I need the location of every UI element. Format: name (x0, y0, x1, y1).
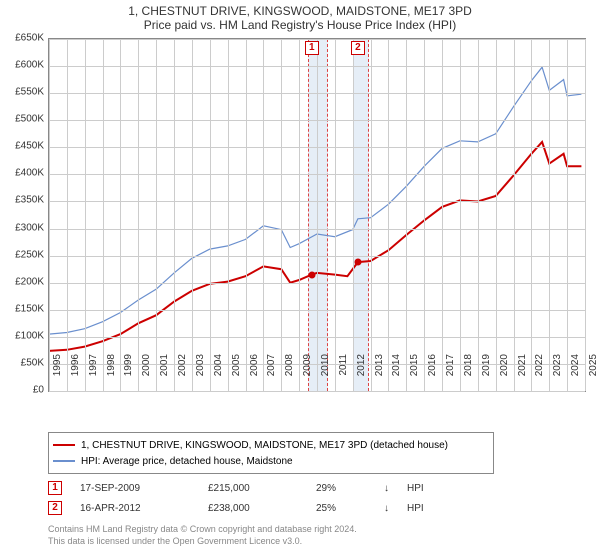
attribution-footer: Contains HM Land Registry data © Crown c… (48, 524, 357, 547)
legend-swatch-hpi (53, 460, 75, 461)
x-tick: 2001 (159, 354, 170, 394)
legend-row-property: 1, CHESTNUT DRIVE, KINGSWOOD, MAIDSTONE,… (53, 437, 489, 453)
x-tick: 2017 (445, 354, 456, 394)
x-tick: 1998 (106, 354, 117, 394)
sale-row: 1 17-SEP-2009 £215,000 29% ↓ HPI (48, 478, 424, 498)
sale-pct: 25% (316, 503, 366, 514)
x-tick: 2013 (374, 354, 385, 394)
x-tick: 2003 (195, 354, 206, 394)
y-tick: £550K (6, 87, 44, 98)
sale-date: 16-APR-2012 (80, 503, 190, 514)
x-tick: 2025 (588, 354, 599, 394)
x-tick: 2018 (463, 354, 474, 394)
y-tick: £50K (6, 357, 44, 368)
page-root: 1, CHESTNUT DRIVE, KINGSWOOD, MAIDSTONE,… (0, 0, 600, 560)
legend: 1, CHESTNUT DRIVE, KINGSWOOD, MAIDSTONE,… (48, 432, 494, 474)
y-tick: £500K (6, 114, 44, 125)
x-tick: 2016 (427, 354, 438, 394)
sale-vs: HPI (407, 483, 424, 494)
sale-pct: 29% (316, 483, 366, 494)
x-tick: 2002 (177, 354, 188, 394)
sale-direction-icon: ↓ (384, 503, 389, 514)
legend-label-hpi: HPI: Average price, detached house, Maid… (81, 456, 293, 467)
x-tick: 2006 (249, 354, 260, 394)
sale-direction-icon: ↓ (384, 483, 389, 494)
legend-label-property: 1, CHESTNUT DRIVE, KINGSWOOD, MAIDSTONE,… (81, 440, 448, 451)
title-address: 1, CHESTNUT DRIVE, KINGSWOOD, MAIDSTONE,… (0, 0, 600, 18)
sale-date: 17-SEP-2009 (80, 483, 190, 494)
sale-marker-label: 1 (305, 41, 319, 55)
y-tick: £400K (6, 168, 44, 179)
y-tick: £100K (6, 330, 44, 341)
sale-price: £215,000 (208, 483, 298, 494)
y-tick: £600K (6, 60, 44, 71)
x-tick: 2010 (320, 354, 331, 394)
sale-dot (354, 259, 361, 266)
x-tick: 2007 (266, 354, 277, 394)
y-tick: £450K (6, 141, 44, 152)
x-tick: 1997 (88, 354, 99, 394)
y-tick: £150K (6, 303, 44, 314)
x-tick: 1996 (70, 354, 81, 394)
sale-row: 2 16-APR-2012 £238,000 25% ↓ HPI (48, 498, 424, 518)
price-chart: 12 (48, 38, 586, 392)
y-tick: £0 (6, 385, 44, 396)
y-tick: £350K (6, 195, 44, 206)
x-tick: 1999 (123, 354, 134, 394)
sale-vs: HPI (407, 503, 424, 514)
y-tick: £650K (6, 33, 44, 44)
footer-line1: Contains HM Land Registry data © Crown c… (48, 524, 357, 536)
x-tick: 2015 (409, 354, 420, 394)
x-tick: 2020 (499, 354, 510, 394)
sale-row-marker: 1 (48, 481, 62, 495)
sales-table: 1 17-SEP-2009 £215,000 29% ↓ HPI 2 16-APR-2012 £… (48, 478, 424, 518)
x-tick: 2014 (391, 354, 402, 394)
x-tick: 2019 (481, 354, 492, 394)
x-tick: 2021 (517, 354, 528, 394)
x-tick: 2022 (534, 354, 545, 394)
sale-dot (308, 271, 315, 278)
x-tick: 2004 (213, 354, 224, 394)
x-tick: 2023 (552, 354, 563, 394)
sale-row-marker: 2 (48, 501, 62, 515)
x-tick: 2000 (141, 354, 152, 394)
x-tick: 2008 (284, 354, 295, 394)
x-tick: 2012 (356, 354, 367, 394)
y-tick: £250K (6, 249, 44, 260)
legend-row-hpi: HPI: Average price, detached house, Maid… (53, 453, 489, 469)
x-tick: 2024 (570, 354, 581, 394)
y-tick: £200K (6, 276, 44, 287)
y-tick: £300K (6, 222, 44, 233)
footer-line2: This data is licensed under the Open Gov… (48, 536, 357, 548)
title-subtitle: Price paid vs. HM Land Registry's House … (0, 18, 600, 32)
sale-price: £238,000 (208, 503, 298, 514)
x-tick: 2009 (302, 354, 313, 394)
x-tick: 2005 (231, 354, 242, 394)
x-tick: 1995 (52, 354, 63, 394)
legend-swatch-property (53, 444, 75, 446)
x-tick: 2011 (338, 354, 349, 394)
sale-marker-label: 2 (351, 41, 365, 55)
